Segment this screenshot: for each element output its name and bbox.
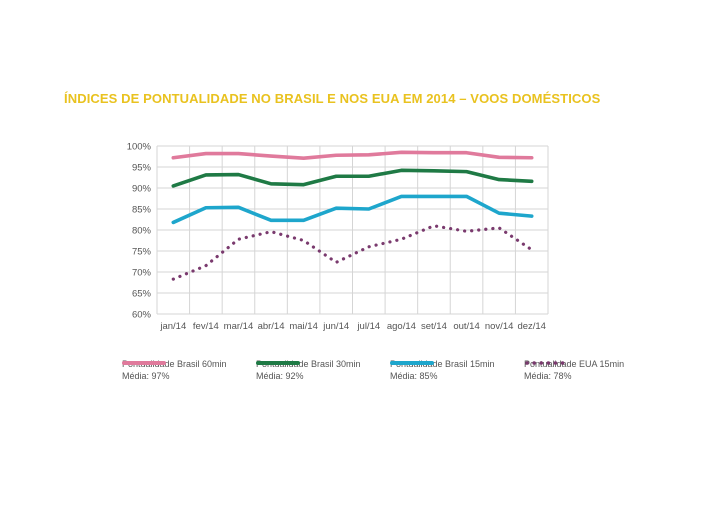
- x-tick-label: abr/14: [258, 321, 285, 332]
- y-tick-label: 100%: [127, 142, 152, 153]
- legend-average: Média: 92%: [256, 371, 304, 381]
- legend-label: Pontualidade Brasil 30min: [256, 359, 361, 369]
- legend-average: Média: 97%: [122, 371, 170, 381]
- y-tick-label: 85%: [132, 205, 152, 216]
- series-line-0: [171, 150, 534, 160]
- x-tick-label: set/14: [421, 321, 447, 332]
- legend-item-brasil-30min: Pontualidade Brasil 30min Média: 92%: [256, 356, 396, 382]
- x-tick-label: nov/14: [485, 321, 514, 332]
- legend-label: Pontualidade Brasil 60min: [122, 359, 227, 369]
- legend-average: Média: 78%: [524, 371, 572, 381]
- series-line-3: [171, 224, 534, 281]
- x-tick-label: jul/14: [356, 321, 380, 332]
- y-tick-label: 95%: [132, 163, 152, 174]
- series-line-2: [171, 194, 534, 225]
- y-tick-label: 60%: [132, 310, 152, 321]
- chart-title: ÍNDICES DE PONTUALIDADE NO BRASIL E NOS …: [64, 91, 601, 106]
- y-tick-label: 90%: [132, 184, 152, 195]
- x-tick-label: mai/14: [289, 321, 318, 332]
- legend-item-eua-15min: Pontualidade EUA 15min Média: 78%: [524, 356, 664, 382]
- legend-label: Pontualidade EUA 15min: [524, 359, 625, 369]
- x-tick-label: fev/14: [193, 321, 219, 332]
- x-tick-label: dez/14: [517, 321, 546, 332]
- x-tick-label: ago/14: [387, 321, 416, 332]
- x-tick-label: out/14: [453, 321, 479, 332]
- series-line-1: [171, 168, 534, 188]
- y-tick-label: 80%: [132, 226, 152, 237]
- legend-swatch-brasil-60min: [122, 361, 166, 365]
- legend-item-brasil-60min: Pontualidade Brasil 60min Média: 97%: [122, 356, 262, 382]
- legend-item-brasil-15min: Pontualidade Brasil 15min Média: 85%: [390, 356, 530, 382]
- legend-average: Média: 85%: [390, 371, 438, 381]
- x-tick-label: jan/14: [159, 321, 186, 332]
- legend-swatch-brasil-15min: [390, 361, 434, 365]
- y-tick-label: 75%: [132, 247, 152, 258]
- legend-swatch-brasil-30min: [256, 361, 300, 365]
- y-tick-label: 65%: [132, 289, 152, 300]
- x-tick-label: jun/14: [322, 321, 349, 332]
- legend-label: Pontualidade Brasil 15min: [390, 359, 495, 369]
- legend-swatch-eua-15min: [525, 361, 568, 365]
- y-tick-label: 70%: [132, 268, 152, 279]
- x-tick-label: mar/14: [224, 321, 254, 332]
